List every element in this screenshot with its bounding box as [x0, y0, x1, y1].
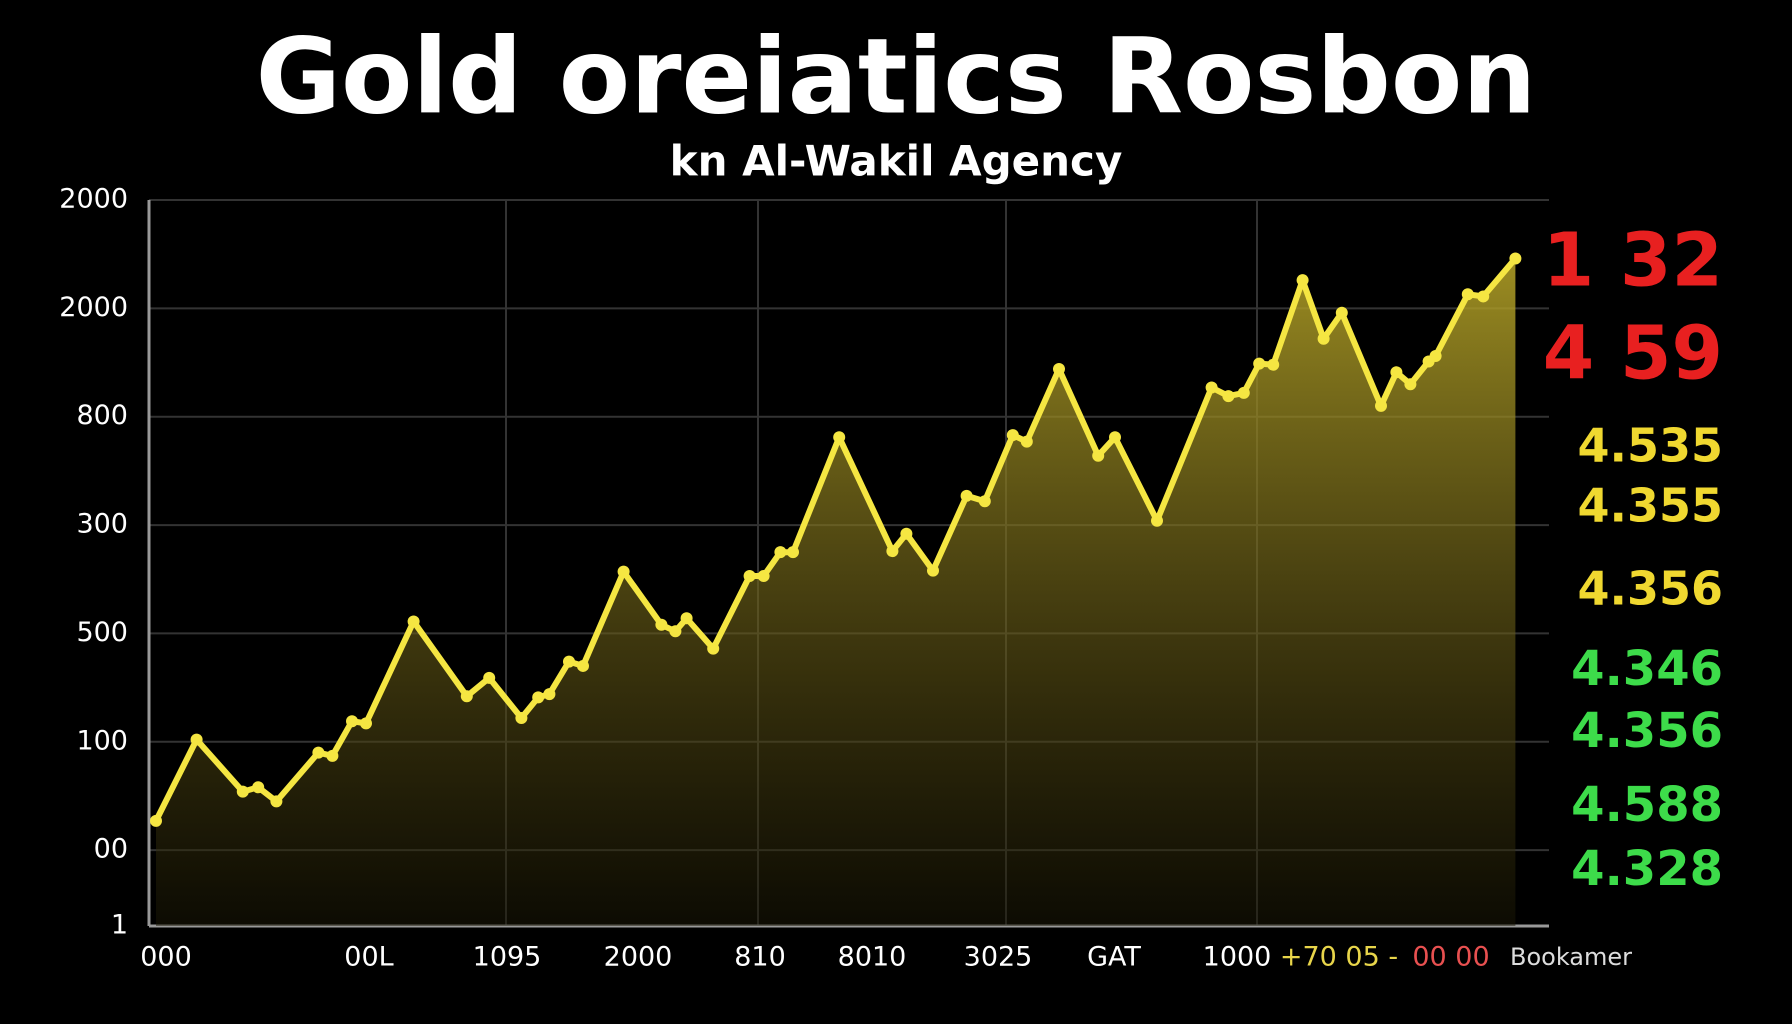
point: [150, 814, 162, 827]
chart-subtitle: kn Al-Wakil Agency: [670, 137, 1123, 186]
point: [236, 785, 249, 798]
point: [563, 655, 575, 668]
point: [960, 489, 973, 502]
point: [346, 715, 358, 728]
point: [757, 570, 770, 583]
point: [927, 564, 939, 577]
y-tick-label: 2000: [59, 292, 128, 323]
point: [1509, 252, 1522, 265]
point: [1477, 290, 1490, 303]
point: [252, 781, 265, 794]
point: [1375, 399, 1387, 412]
point: [1335, 306, 1348, 319]
y-tick-label: 500: [76, 617, 128, 648]
point: [1296, 274, 1309, 287]
point: [707, 642, 720, 655]
side-label: 4.328: [1571, 841, 1723, 897]
side-label: 4.535: [1577, 419, 1723, 473]
side-label: 4.588: [1571, 777, 1723, 833]
side-label: 4.346: [1571, 641, 1723, 697]
point: [532, 691, 545, 704]
point: [1092, 449, 1105, 462]
point: [1237, 386, 1250, 399]
chart-title: Gold oreiatics Rosbon: [256, 15, 1537, 137]
y-tick-label: 800: [76, 400, 128, 431]
point: [1006, 429, 1019, 442]
x-tick-label: 00L: [344, 942, 393, 973]
point: [787, 546, 799, 559]
side-label: 4 59: [1543, 311, 1723, 397]
point: [460, 690, 473, 703]
point: [407, 615, 420, 628]
y-tick-label: 300: [76, 509, 128, 540]
point: [774, 546, 787, 559]
point: [1390, 366, 1403, 379]
point: [543, 688, 556, 701]
side-label: 4.356: [1571, 703, 1723, 759]
y-tick-label: 100: [76, 725, 128, 756]
x-tick-label: 2000: [604, 942, 673, 973]
point: [326, 749, 339, 762]
x-tick-label: 000: [140, 942, 192, 973]
point: [1429, 350, 1442, 363]
x-tick-label: 8010: [838, 942, 907, 973]
point: [1109, 431, 1121, 444]
point: [1461, 288, 1474, 301]
side-label: 1 32: [1543, 218, 1723, 304]
point: [270, 795, 283, 808]
point: [1205, 381, 1218, 394]
x-tick-label: Bookamer: [1510, 943, 1632, 971]
point: [1404, 378, 1417, 391]
point: [1053, 363, 1065, 376]
point: [360, 717, 372, 730]
point: [680, 612, 693, 625]
x-tick-label: 1095: [473, 942, 542, 973]
point: [312, 746, 325, 759]
area: [156, 258, 1516, 926]
point: [1020, 435, 1033, 448]
point: [483, 671, 496, 684]
point: [1151, 514, 1163, 527]
point: [515, 711, 528, 724]
point: [743, 570, 756, 583]
y-tick-label: 1: [111, 910, 128, 941]
x-tick-label: 3025: [964, 942, 1033, 973]
point: [577, 659, 589, 672]
x-tick-label: 810: [734, 942, 786, 973]
point: [669, 625, 682, 638]
point: [655, 618, 668, 631]
x-tick-label: GAT: [1087, 942, 1141, 973]
point: [900, 527, 913, 540]
x-tick-label: 00 00: [1412, 942, 1489, 973]
x-tick-label: +70 05 -: [1280, 942, 1398, 973]
y-tick-label: 2000: [59, 184, 128, 215]
point: [1253, 357, 1266, 370]
point: [833, 431, 846, 444]
point: [617, 565, 630, 578]
point: [978, 495, 991, 508]
point: [190, 733, 203, 746]
y-tick-label: 00: [94, 834, 128, 865]
side-label: 4.355: [1577, 479, 1723, 533]
side-label: 4.356: [1577, 562, 1723, 616]
point: [886, 545, 899, 558]
point: [1317, 332, 1330, 345]
x-tick-label: 1000: [1203, 942, 1272, 973]
point: [1267, 358, 1280, 371]
point: [1222, 390, 1235, 403]
